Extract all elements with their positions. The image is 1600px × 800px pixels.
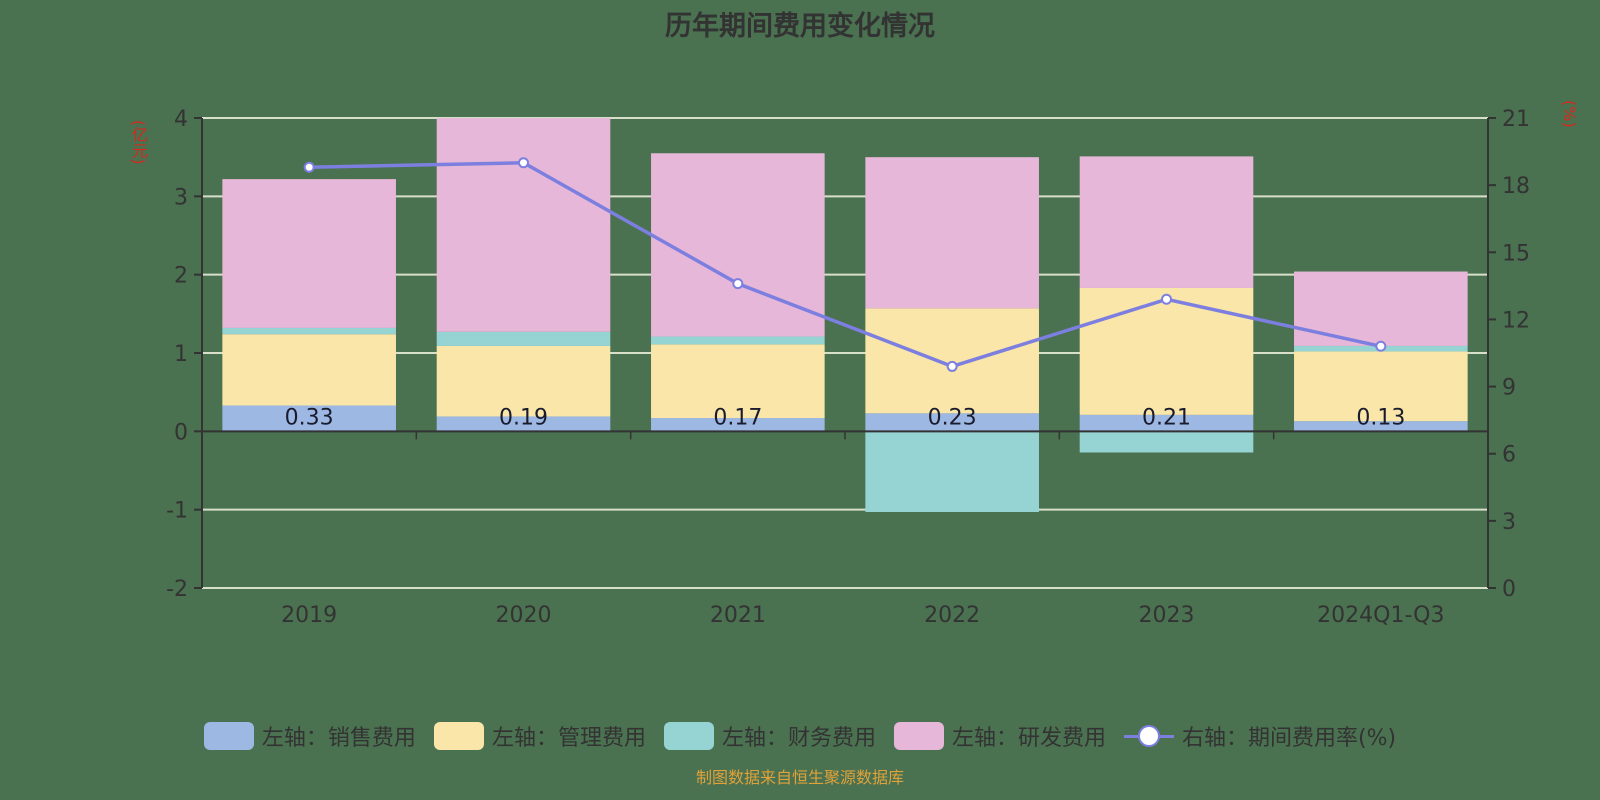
x-category-label: 2022 bbox=[924, 603, 980, 628]
rate-point[interactable] bbox=[1375, 340, 1387, 352]
legend-swatch-icon bbox=[893, 722, 944, 750]
rnd-bar[interactable] bbox=[1294, 271, 1468, 346]
legend-item[interactable]: 右轴：期间费用率(%) bbox=[1123, 720, 1397, 752]
rnd-bar[interactable] bbox=[1079, 156, 1254, 288]
sales-data-label: 0.21 bbox=[1142, 405, 1191, 430]
left-tick-label: -1 bbox=[166, 499, 188, 524]
right-tick-label: 21 bbox=[1502, 107, 1530, 132]
sales-bar[interactable] bbox=[1079, 414, 1254, 432]
left-tick-label: 3 bbox=[174, 185, 188, 210]
rate-point[interactable] bbox=[1161, 293, 1172, 305]
x-category-label: 2021 bbox=[710, 603, 766, 628]
left-tick-label: 0 bbox=[174, 420, 188, 445]
legend-swatch-icon bbox=[203, 722, 254, 750]
legend-item[interactable]: 左轴：销售费用 bbox=[203, 720, 416, 752]
sales-bar[interactable] bbox=[1294, 421, 1468, 432]
legend-label: 左轴：研发费用 bbox=[951, 726, 1106, 751]
finance-bar[interactable] bbox=[651, 336, 825, 345]
chart-legend: 左轴：销售费用 左轴：管理费用 左轴：财务费用 左轴：研发费用 右轴：期间费用率(%) bbox=[0, 720, 1600, 752]
source-note: 制图数据来自恒生聚源数据库 bbox=[695, 768, 904, 787]
right-tick-label: 9 bbox=[1502, 376, 1516, 401]
admin-bar[interactable] bbox=[865, 308, 1039, 414]
finance-bar[interactable] bbox=[436, 331, 611, 346]
admin-bar[interactable] bbox=[436, 345, 611, 417]
sales-data-label: 0.13 bbox=[1356, 405, 1405, 430]
rnd-bar[interactable] bbox=[865, 157, 1039, 309]
legend-label: 右轴：期间费用率(%) bbox=[1181, 726, 1397, 751]
right-tick-label: 18 bbox=[1502, 174, 1530, 199]
legend-swatch-icon bbox=[433, 722, 484, 750]
right-tick-label: 0 bbox=[1502, 577, 1516, 602]
left-axis-unit: (亿元) bbox=[129, 120, 148, 165]
x-category-label: 2024Q1-Q3 bbox=[1317, 603, 1444, 628]
finance-bar[interactable] bbox=[1079, 431, 1254, 453]
sales-bar[interactable] bbox=[651, 418, 825, 432]
legend-item[interactable]: 左轴：研发费用 bbox=[893, 720, 1106, 752]
left-tick-label: 2 bbox=[174, 264, 188, 289]
rnd-bar[interactable] bbox=[222, 179, 396, 328]
legend-label: 左轴：销售费用 bbox=[261, 726, 416, 751]
left-tick-label: 4 bbox=[174, 107, 188, 132]
admin-bar[interactable] bbox=[1079, 287, 1254, 415]
sales-data-label: 0.19 bbox=[499, 405, 548, 430]
rate-point[interactable] bbox=[518, 157, 529, 169]
right-tick-label: 6 bbox=[1502, 443, 1516, 468]
sales-bar[interactable] bbox=[222, 405, 396, 432]
rate-point[interactable] bbox=[946, 360, 958, 372]
rate-line bbox=[309, 161, 1382, 369]
sales-data-label: 0.23 bbox=[928, 405, 977, 430]
right-tick-label: 3 bbox=[1502, 510, 1516, 535]
legend-label: 左轴：财务费用 bbox=[721, 726, 876, 751]
right-axis-unit: (%) bbox=[1560, 100, 1579, 128]
x-category-label: 2023 bbox=[1139, 603, 1195, 628]
legend-item[interactable]: 左轴：财务费用 bbox=[663, 720, 876, 752]
right-tick-label: 15 bbox=[1502, 241, 1530, 266]
left-tick-label: 1 bbox=[174, 342, 188, 367]
right-tick-label: 12 bbox=[1502, 308, 1530, 333]
sales-data-label: 0.33 bbox=[285, 405, 334, 430]
sales-bar[interactable] bbox=[436, 416, 611, 432]
admin-bar[interactable] bbox=[1294, 351, 1468, 422]
x-category-label: 2019 bbox=[281, 603, 337, 628]
sales-data-label: 0.17 bbox=[713, 405, 762, 430]
admin-bar[interactable] bbox=[651, 344, 825, 419]
legend-label: 左轴：管理费用 bbox=[491, 726, 646, 751]
chart-title: 历年期间费用变化情况 bbox=[665, 11, 935, 42]
stacked-bar-line-chart: 0.33 0.19 0.17 0.23 0.21 0.13-2-1012340369121… bbox=[166, 107, 1530, 628]
admin-bar[interactable] bbox=[222, 334, 396, 406]
rnd-bar[interactable] bbox=[651, 153, 825, 337]
rate-point[interactable] bbox=[303, 161, 315, 173]
x-category-label: 2020 bbox=[496, 603, 552, 628]
finance-bar[interactable] bbox=[222, 327, 396, 335]
finance-bar[interactable] bbox=[865, 431, 1039, 513]
rnd-bar[interactable] bbox=[436, 118, 611, 332]
legend-item[interactable]: 左轴：管理费用 bbox=[433, 720, 646, 752]
legend-line-marker-icon bbox=[1123, 722, 1174, 750]
legend-swatch-icon bbox=[663, 722, 714, 750]
sales-bar[interactable] bbox=[865, 413, 1039, 432]
rate-point[interactable] bbox=[732, 278, 744, 290]
left-tick-label: -2 bbox=[166, 577, 188, 602]
